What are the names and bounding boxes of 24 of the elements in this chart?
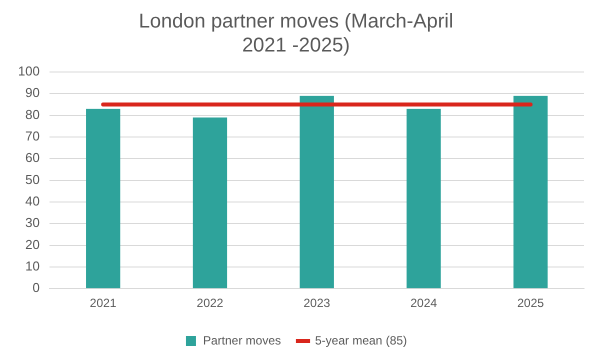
legend-label: Partner moves [202, 333, 281, 348]
x-tick-label: 2021 [90, 296, 117, 310]
y-tick-label: 80 [25, 106, 40, 122]
bar [192, 117, 228, 288]
y-tick-label: 50 [25, 172, 40, 187]
y-tick-label: 40 [25, 194, 40, 209]
x-tick-label: 2022 [196, 296, 224, 310]
y-tick-label: 60 [25, 150, 40, 166]
bar [86, 108, 120, 288]
bar [513, 96, 548, 288]
chart-title: London partner moves (March-April 2021 -2025) [138, 10, 454, 57]
x-tick-label: 2023 [303, 296, 331, 310]
bar [300, 96, 334, 288]
y-tick-label: 20 [25, 236, 40, 252]
y-tick-label: 70 [25, 128, 40, 144]
x-tick-label: 2025 [517, 296, 544, 310]
x-tick-label: 2024 [410, 296, 438, 310]
y-tick-label: 100 [18, 64, 40, 79]
y-tick-label: 90 [25, 85, 40, 100]
y-tick-label: 10 [25, 258, 40, 274]
legend-label: 5-year mean (85) [314, 333, 408, 348]
bar [406, 108, 441, 288]
y-tick-label: 0 [32, 280, 40, 296]
y-tick-label: 30 [25, 215, 40, 230]
